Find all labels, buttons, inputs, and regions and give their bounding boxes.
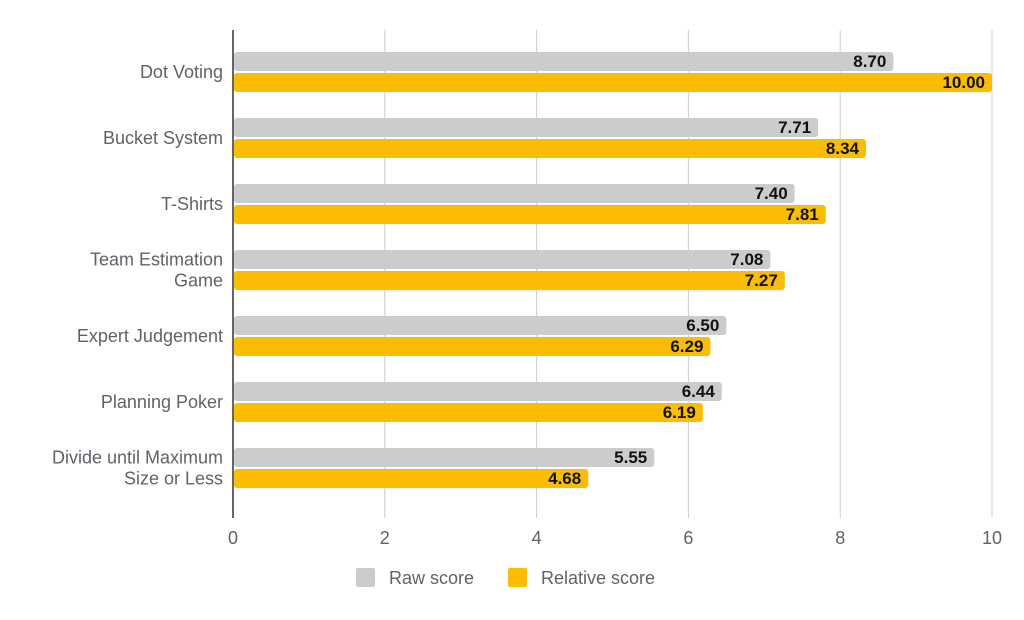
data-label-raw-4: 6.50 <box>686 316 719 335</box>
data-label-relative-6: 4.68 <box>548 469 581 488</box>
bar-relative-2 <box>234 205 826 224</box>
bar-relative-1 <box>234 139 867 158</box>
x-tick-label-4: 4 <box>532 528 542 548</box>
category-label-1: Bucket System <box>103 128 223 148</box>
x-tick-label-2: 2 <box>380 528 390 548</box>
x-tick-label-8: 8 <box>835 528 845 548</box>
x-tick-label-10: 10 <box>982 528 1002 548</box>
bar-raw-4 <box>234 316 727 335</box>
bar-relative-6 <box>234 469 589 488</box>
category-label-4: Expert Judgement <box>77 326 223 346</box>
legend-label-relative: Relative score <box>541 568 655 588</box>
x-tick-label-6: 6 <box>683 528 693 548</box>
bar-relative-4 <box>234 337 711 356</box>
category-label-3-line-0: Team Estimation <box>90 250 223 270</box>
data-label-raw-5: 6.44 <box>682 382 716 401</box>
bar-raw-6 <box>234 448 655 467</box>
legend-label-raw: Raw score <box>389 568 474 588</box>
data-label-relative-2: 7.81 <box>786 205 819 224</box>
category-label-5: Planning Poker <box>101 392 223 412</box>
category-label-2: T-Shirts <box>161 194 223 214</box>
bar-relative-0 <box>234 73 992 92</box>
legend-swatch-raw <box>356 568 375 587</box>
data-label-relative-5: 6.19 <box>663 403 696 422</box>
category-label-0: Dot Voting <box>140 62 223 82</box>
bar-raw-5 <box>234 382 722 401</box>
bars: 8.70 10.00 7.71 8.34 7.40 7.81 7.08 7.27 6.50 6.2… <box>234 52 992 488</box>
category-label-3-line-1: Game <box>174 271 223 291</box>
bar-raw-3 <box>234 250 771 269</box>
data-label-raw-1: 7.71 <box>778 118 811 137</box>
data-label-raw-3: 7.08 <box>730 250 763 269</box>
data-label-relative-3: 7.27 <box>745 271 778 290</box>
bar-relative-5 <box>234 403 703 422</box>
data-label-relative-1: 8.34 <box>826 139 860 158</box>
bar-raw-0 <box>234 52 894 71</box>
category-label-6-line-1: Size or Less <box>124 469 223 489</box>
x-tick-label-0: 0 <box>228 528 238 548</box>
bar-raw-1 <box>234 118 819 137</box>
category-label-6-line-0: Divide until Maximum <box>52 448 223 468</box>
bar-raw-2 <box>234 184 795 203</box>
axes: 0 2 4 6 8 10 Dot Voting Bucket System T-Shirts Te… <box>52 30 1002 548</box>
data-label-relative-0: 10.00 <box>942 73 985 92</box>
data-label-raw-6: 5.55 <box>614 448 647 467</box>
legend-swatch-relative <box>508 568 527 587</box>
bar-relative-3 <box>234 271 785 290</box>
data-label-raw-0: 8.70 <box>853 52 886 71</box>
data-label-raw-2: 7.40 <box>755 184 788 203</box>
legend: Raw score Relative score <box>356 568 655 588</box>
data-label-relative-4: 6.29 <box>670 337 703 356</box>
